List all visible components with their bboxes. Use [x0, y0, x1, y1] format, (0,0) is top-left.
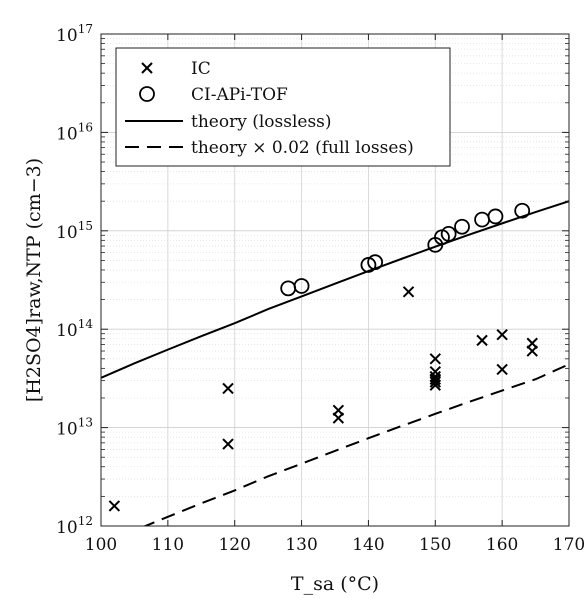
ciapitof-point [293, 278, 310, 294]
ciapitof-point [514, 202, 531, 219]
ic-point [429, 379, 441, 391]
ic-point [429, 353, 441, 365]
ciapitof-point [360, 257, 377, 273]
ciapitof-point [367, 254, 384, 271]
x-tick-label: 140 [352, 535, 384, 555]
x-tick-labels: 100 110 120 130 140 150 160 170 [85, 535, 585, 555]
plot-frame [100, 33, 570, 527]
theory-lossless-line [101, 200, 569, 379]
axis-ticks [100, 33, 570, 527]
ciapitof-point [440, 226, 457, 242]
x-tick-label: 130 [285, 535, 317, 555]
legend-ic-label: IC [191, 59, 211, 79]
legend-theory-label: theory (lossless) [191, 112, 332, 132]
y-axis-label: [H2SO4]raw,NTP (cm−3) [23, 158, 45, 402]
ic-point [222, 382, 234, 395]
ic-point [402, 286, 415, 298]
curves [101, 200, 569, 526]
theory-losses-line [142, 363, 569, 526]
x-tick-label: 110 [152, 535, 184, 555]
x-tick-label: 170 [553, 535, 585, 555]
legend-ciapitof-marker [139, 86, 155, 102]
x-tick-label: 120 [218, 535, 250, 555]
y-tick-label: 1013 [56, 416, 93, 440]
y-tick-label: 1012 [56, 514, 93, 538]
x-tick-label: 100 [85, 535, 117, 555]
legend: IC CI-APi-TOF theory (lossless) theory ×… [115, 47, 451, 167]
ic-point [429, 376, 441, 388]
legend-losses-label: theory × 0.02 (full losses) [191, 138, 414, 158]
y-tick-label: 1015 [56, 219, 93, 243]
ic-point [526, 345, 538, 357]
ic-point [222, 438, 234, 450]
x-tick-label: 160 [486, 535, 518, 555]
markers [108, 202, 538, 512]
ic-point [496, 328, 508, 341]
y-tick-label: 1016 [56, 120, 93, 144]
ic-point [496, 363, 508, 376]
ic-point [476, 334, 488, 347]
legend-ic-marker [141, 62, 153, 74]
y-tick-labels: 1012 1013 1014 1015 1016 1017 [56, 22, 93, 538]
ciapitof-point [487, 208, 504, 225]
y-tick-label: 1014 [56, 317, 93, 341]
y-tick-label: 1017 [56, 22, 93, 46]
grid-minor [101, 38, 569, 497]
legend-ciapitof-label: CI-APi-TOF [191, 85, 288, 105]
ciapitof-point [454, 218, 470, 235]
ic-point [108, 500, 121, 512]
ic-point [332, 412, 345, 424]
x-axis-label: T_sa (°C) [291, 573, 379, 595]
x-tick-label: 150 [419, 535, 451, 555]
